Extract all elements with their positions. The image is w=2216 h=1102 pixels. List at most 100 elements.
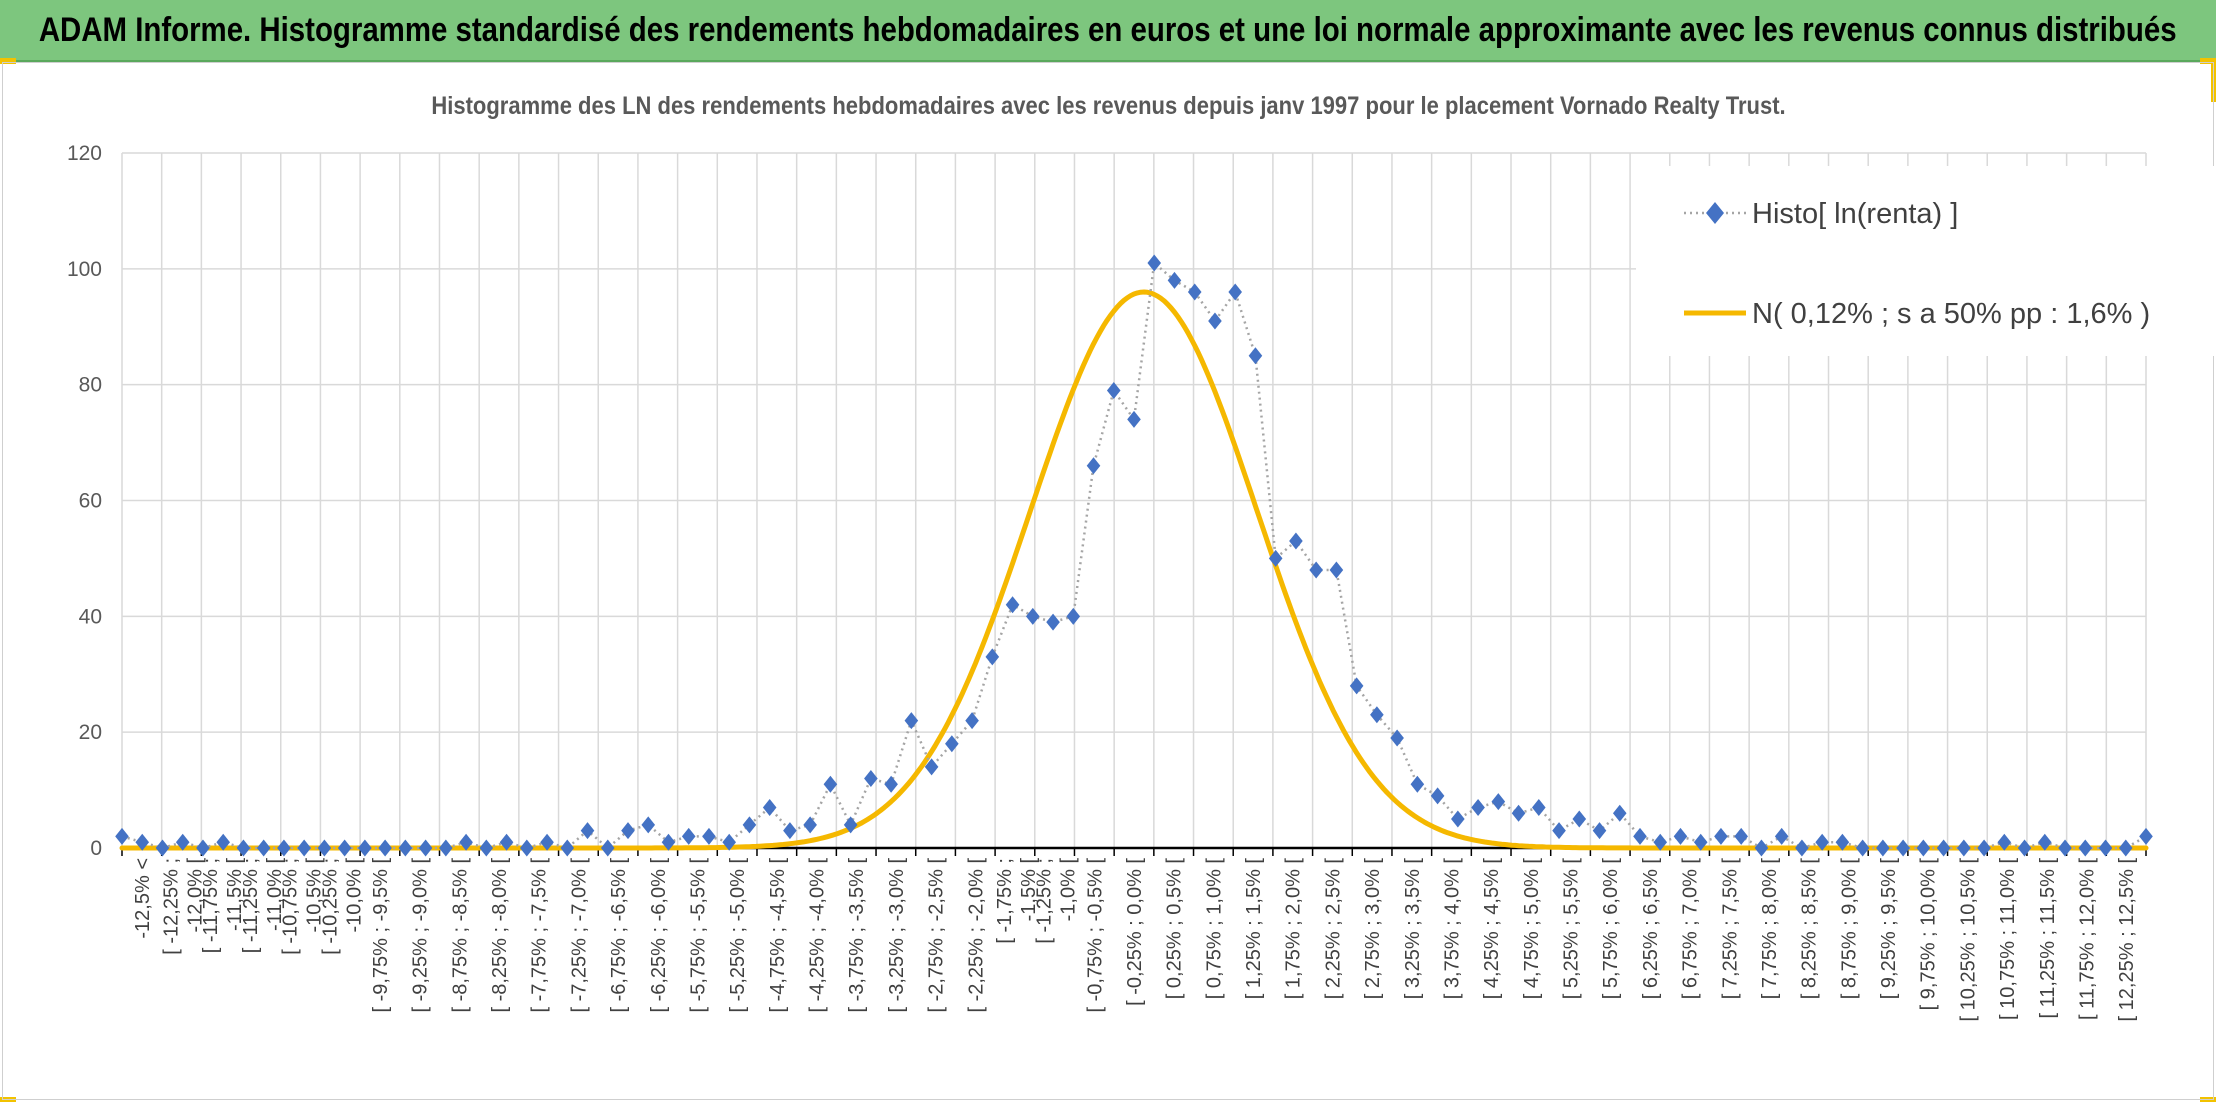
x-tick-label: [ 5,25% ; 5,5% [ xyxy=(1561,858,1583,1000)
histogram-point xyxy=(1511,804,1526,822)
x-tick-label: [ -2,75% ; -2,5% [ xyxy=(926,858,948,1013)
histogram-point xyxy=(1248,347,1263,365)
histogram-point xyxy=(459,833,473,851)
x-tick-label-cont: -10,5% [ xyxy=(304,858,326,933)
chart-title-text: Histogramme des LN des rendements hebdom… xyxy=(430,92,1786,120)
x-tick-label: [ -0,25% ; 0,0% [ xyxy=(1124,858,1146,1006)
histogram-point xyxy=(1430,787,1445,805)
x-tick-label: [ -4,75% ; -4,5% [ xyxy=(767,858,789,1013)
x-tick-label: [ -12,25% ; xyxy=(161,858,183,955)
histogram-point xyxy=(1471,798,1485,816)
histogram-point xyxy=(823,775,838,793)
histogram-point xyxy=(1289,532,1303,550)
x-tick-label: [ 4,25% ; 4,5% [ xyxy=(1481,858,1503,1000)
histogram-point xyxy=(378,839,392,857)
x-tick-label: [ 4,75% ; 5,0% [ xyxy=(1521,858,1543,1000)
x-tick-label: [ -5,25% ; -5,0% [ xyxy=(727,858,749,1013)
x-tick-label: [ -9,75% ; -9,5% [ xyxy=(370,858,392,1013)
histogram-point xyxy=(1592,822,1607,840)
histogram-point xyxy=(1127,410,1141,428)
x-tick-label: [ 2,75% ; 3,0% [ xyxy=(1362,858,1384,1000)
y-axis-ticks: 0 20 40 60 80 100 120 xyxy=(67,142,102,860)
x-tick-label: [ -11,75% ; xyxy=(200,858,222,953)
histogram-point xyxy=(1572,810,1587,828)
normal-curve-line xyxy=(119,289,2149,851)
y-tick-label: 100 xyxy=(67,258,102,281)
report-title: ADAM Informe. Histogramme standardisé de… xyxy=(39,10,2177,49)
histogram-point xyxy=(297,839,311,857)
histogram-point xyxy=(2118,839,2133,857)
histogram-point xyxy=(1410,775,1425,793)
histogram-point xyxy=(1734,827,1748,845)
x-tick-label-cont: -1,0% [ xyxy=(1058,858,1080,922)
histogram-point xyxy=(540,833,554,851)
histogram-point xyxy=(1026,607,1040,625)
histogram-point xyxy=(1147,254,1162,272)
x-tick-label: [ -9,25% ; -9,0% [ xyxy=(410,858,432,1013)
histogram-point xyxy=(155,839,170,857)
x-tick-label: [ 12,25% ; 12,5% [ xyxy=(2116,858,2138,1022)
histogram-point xyxy=(418,839,433,857)
histogram-point xyxy=(641,816,656,834)
histogram-point xyxy=(1977,839,1991,857)
histogram-point xyxy=(1208,312,1222,330)
histogram-point xyxy=(115,827,129,845)
histogram-point xyxy=(621,822,635,840)
x-tick-label: [ 6,25% ; 6,5% [ xyxy=(1640,858,1662,1000)
histogram-point xyxy=(1774,827,1789,845)
corner-accent-top-left xyxy=(0,58,16,64)
histogram-point xyxy=(945,735,959,753)
histogram-point xyxy=(1815,833,1829,851)
histogram-point xyxy=(884,775,898,793)
x-tick-label: [ 8,75% ; 9,0% [ xyxy=(1838,858,1860,1000)
x-tick-label: [ 8,25% ; 8,5% [ xyxy=(1799,858,1821,1000)
histogram-point xyxy=(1491,793,1506,811)
x-tick-label: [ -8,75% ; -8,5% [ xyxy=(449,858,471,1013)
histogram-point xyxy=(398,839,413,857)
x-tick-label: [ 3,25% ; 3,5% [ xyxy=(1402,858,1424,1000)
x-tick-label: [ 6,75% ; 7,0% [ xyxy=(1680,858,1702,1000)
legend-label-histo: Histo[ ln(renta) ] xyxy=(1752,198,1958,230)
x-tick-label: [ -4,25% ; -4,0% [ xyxy=(807,858,829,1013)
histogram-point xyxy=(904,712,919,730)
corner-accent-top-right xyxy=(2200,58,2216,64)
x-tick-label-cont: -11,5% [ xyxy=(224,858,246,931)
x-tick-label: [ -1,75% ; xyxy=(994,858,1016,944)
histogram-point xyxy=(1754,839,1769,857)
histogram-point xyxy=(358,839,372,857)
histogram-point xyxy=(1855,839,1870,857)
x-tick-label: [ -3,75% ; -3,5% [ xyxy=(846,858,868,1013)
histogram-point xyxy=(2038,833,2052,851)
histogram-point xyxy=(1714,827,1728,845)
histogram-point xyxy=(520,839,534,857)
legend: Histo[ ln(renta) ] N( 0,12% ; s a 50% pp… xyxy=(1636,166,2216,356)
histogram-point xyxy=(1106,381,1121,399)
histogram-point xyxy=(175,833,190,851)
legend-label-normal: N( 0,12% ; s a 50% pp : 1,6% ) xyxy=(1752,298,2150,330)
x-tick-label: [ 3,75% ; 4,0% [ xyxy=(1441,858,1463,1000)
histogram-point xyxy=(1795,839,1809,857)
histogram-point xyxy=(236,839,251,857)
x-tick-label-cont: -10,0% [ xyxy=(343,858,365,933)
histogram-point xyxy=(1349,677,1364,695)
x-tick-label: [ 7,25% ; 7,5% [ xyxy=(1719,858,1741,1000)
histogram-point xyxy=(1086,457,1101,475)
x-tick-label: [ -8,25% ; -8,0% [ xyxy=(489,858,511,1013)
histogram-point xyxy=(985,648,1000,666)
y-tick-label: 0 xyxy=(90,837,102,860)
gridlines xyxy=(121,152,2147,848)
histogram-point xyxy=(843,816,858,834)
x-tick-label: [ 2,25% ; 2,5% [ xyxy=(1322,858,1344,1000)
histogram-point xyxy=(661,833,676,851)
histogram-point xyxy=(1693,833,1708,851)
x-tick-label: [ -1,25% ; xyxy=(1034,858,1056,944)
histogram-point xyxy=(1653,833,1668,851)
histogram-point xyxy=(580,822,595,840)
x-tick-label: [ 11,75% ; 12,0% [ xyxy=(2076,858,2098,1020)
x-tick-label: [ 0,25% ; 0,5% [ xyxy=(1164,858,1186,1000)
histogram-point xyxy=(1896,839,1910,857)
histogram-point xyxy=(1552,822,1566,840)
histogram-point xyxy=(1268,549,1283,567)
x-tick-label: [ 9,75% ; 10,0% [ xyxy=(1918,858,1940,1011)
